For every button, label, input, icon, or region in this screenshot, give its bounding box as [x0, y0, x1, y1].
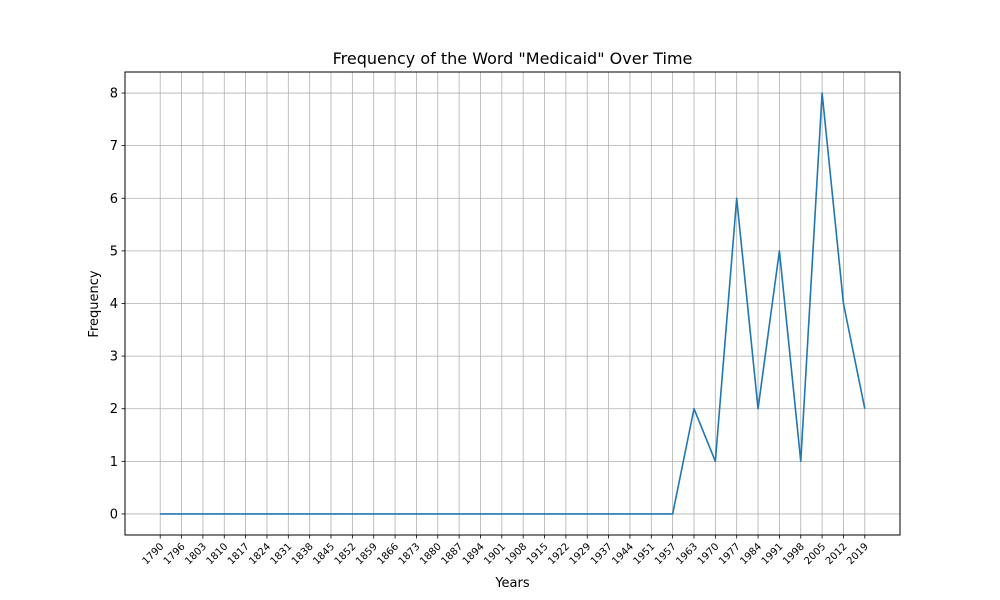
grid: [125, 72, 900, 535]
y-tick-label: 8: [110, 87, 118, 102]
y-tick-label: 5: [110, 244, 118, 259]
y-tick-label: 0: [110, 507, 118, 522]
x-tick-label: 1859: [354, 541, 380, 567]
x-tick-label: 1824: [247, 541, 273, 567]
x-tick-label: 1984: [738, 541, 764, 567]
x-tick-label: 1838: [290, 541, 316, 567]
y-tick-label: 3: [110, 350, 118, 365]
x-axis: 1790179618031810181718241831183818451852…: [141, 535, 871, 567]
x-tick-label: 1977: [717, 541, 743, 567]
x-tick-label: 1894: [461, 541, 487, 567]
x-tick-label: 1831: [269, 541, 295, 567]
y-tick-label: 2: [110, 402, 118, 417]
x-tick-label: 2019: [845, 541, 871, 567]
x-tick-label: 1922: [546, 541, 572, 567]
y-tick-label: 7: [110, 139, 118, 154]
x-tick-label: 1880: [418, 541, 444, 567]
x-tick-label: 1998: [781, 541, 807, 567]
x-tick-label: 1817: [226, 541, 252, 567]
x-tick-label: 1929: [568, 541, 594, 567]
x-tick-label: 1866: [375, 541, 401, 567]
x-tick-label: 1951: [632, 541, 658, 567]
x-tick-label: 1991: [760, 541, 786, 567]
y-tick-label: 4: [110, 297, 118, 312]
series-line: [160, 92, 866, 515]
x-tick-label: 1937: [589, 541, 615, 567]
y-axis: 0 1 2 3 4 5 6 7 8: [110, 87, 125, 522]
x-tick-label: 1970: [696, 541, 722, 567]
x-tick-label: 1963: [674, 541, 700, 567]
x-axis-label: Years: [494, 576, 530, 591]
y-axis-label: Frequency: [87, 270, 102, 337]
x-tick-label: 1796: [162, 541, 188, 567]
x-tick-label: 2012: [824, 541, 850, 567]
x-tick-label: 1887: [439, 541, 465, 567]
x-tick-label: 1873: [397, 541, 423, 567]
x-tick-label: 1908: [504, 541, 530, 567]
x-tick-label: 1901: [482, 541, 508, 567]
x-tick-label: 1852: [333, 541, 359, 567]
y-tick-label: 1: [110, 455, 118, 470]
x-tick-label: 1845: [311, 541, 337, 567]
y-tick-label: 6: [110, 192, 118, 207]
x-tick-label: 1803: [183, 541, 209, 567]
x-tick-label: 1790: [141, 541, 167, 567]
x-tick-label: 1957: [653, 541, 679, 567]
x-tick-label: 2005: [802, 541, 828, 567]
x-tick-label: 1915: [525, 541, 551, 567]
x-tick-label: 1810: [205, 541, 231, 567]
x-tick-label: 1944: [610, 541, 636, 567]
chart-title: Frequency of the Word "Medicaid" Over Ti…: [333, 49, 693, 68]
